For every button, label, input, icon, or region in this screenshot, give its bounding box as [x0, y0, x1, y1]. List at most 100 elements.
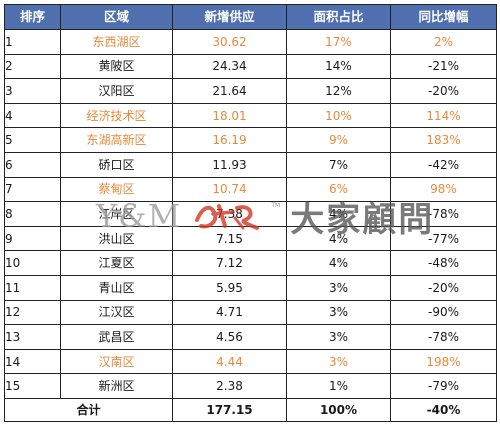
area-ratio-cell: 3%: [286, 348, 391, 375]
rank-cell: 14: [4, 348, 61, 375]
area-ratio-cell: 10%: [286, 102, 391, 129]
total-yoy: -40%: [390, 398, 497, 422]
district-cell: 汉南区: [60, 348, 173, 375]
district-cell: 江夏区: [60, 250, 173, 276]
yoy-cell: -48%: [390, 250, 497, 276]
table-row: 7 蔡甸区 10.74 6% 98%: [4, 176, 497, 203]
supply-cell: 10.74: [172, 176, 287, 203]
district-cell: 东湖高新区: [60, 127, 173, 153]
table-row: 11 青山区 5.95 3% -20%: [4, 274, 497, 301]
area-ratio-cell: 3%: [286, 324, 391, 350]
supply-cell: 21.64: [172, 78, 287, 104]
yoy-cell: 183%: [390, 127, 497, 153]
table-footer: 合计 177.15 100% -40%: [4, 398, 497, 422]
table-header: 排序 区域 新增供应 面积占比 同比增幅: [4, 4, 497, 30]
total-row: 合计 177.15 100% -40%: [4, 398, 497, 422]
area-ratio-cell: 4%: [286, 250, 391, 276]
table-row: 10 江夏区 7.12 4% -48%: [4, 250, 497, 276]
area-ratio-cell: 7%: [286, 151, 391, 178]
district-cell: 蔡甸区: [60, 176, 173, 203]
district-cell: 经济技术区: [60, 102, 173, 129]
yoy-cell: 114%: [390, 102, 497, 129]
supply-cell: 24.34: [172, 53, 287, 80]
table-row: 8 江岸区 7.38 4% -78%: [4, 201, 497, 227]
area-ratio-cell: 9%: [286, 127, 391, 153]
supply-cell: 4.56: [172, 324, 287, 350]
yoy-cell: -90%: [390, 299, 497, 326]
rank-cell: 2: [4, 53, 61, 80]
district-cell: 汉阳区: [60, 78, 173, 104]
supply-cell: 5.95: [172, 274, 287, 301]
district-cell: 武昌区: [60, 324, 173, 350]
table-row: 6 硚口区 11.93 7% -42%: [4, 151, 497, 178]
supply-cell: 4.71: [172, 299, 287, 326]
supply-cell: 4.44: [172, 348, 287, 375]
rank-cell: 15: [4, 373, 61, 399]
rank-cell: 4: [4, 102, 61, 129]
yoy-cell: -42%: [390, 151, 497, 178]
district-supply-table: 排序 区域 新增供应 面积占比 同比增幅 1 东西湖区 30.62 17% 2% 2 黄陂区…: [4, 4, 497, 422]
area-ratio-cell: 12%: [286, 78, 391, 104]
yoy-cell: -20%: [390, 274, 497, 301]
supply-cell: 18.01: [172, 102, 287, 129]
yoy-cell: 98%: [390, 176, 497, 203]
table-row: 9 洪山区 7.15 4% -77%: [4, 225, 497, 252]
total-supply: 177.15: [172, 398, 287, 422]
total-label: 合计: [4, 398, 173, 422]
table-row: 2 黄陂区 24.34 14% -21%: [4, 53, 497, 80]
yoy-cell: -79%: [390, 373, 497, 399]
yoy-cell: -78%: [390, 324, 497, 350]
rank-cell: 10: [4, 250, 61, 276]
area-ratio-cell: 4%: [286, 201, 391, 227]
district-cell: 江岸区: [60, 201, 173, 227]
table-row: 14 汉南区 4.44 3% 198%: [4, 348, 497, 375]
rank-cell: 5: [4, 127, 61, 153]
table-body: 1 东西湖区 30.62 17% 2% 2 黄陂区 24.34 14% -21% 3 汉阳区 21.64…: [4, 29, 497, 399]
header-district: 区域: [60, 4, 173, 30]
rank-cell: 6: [4, 151, 61, 178]
area-ratio-cell: 14%: [286, 53, 391, 80]
supply-cell: 30.62: [172, 29, 287, 55]
rank-cell: 3: [4, 78, 61, 104]
header-supply: 新增供应: [172, 4, 287, 30]
supply-cell: 7.15: [172, 225, 287, 252]
supply-cell: 11.93: [172, 151, 287, 178]
area-ratio-cell: 1%: [286, 373, 391, 399]
yoy-cell: -77%: [390, 225, 497, 252]
total-area-ratio: 100%: [286, 398, 391, 422]
header-area-ratio: 面积占比: [286, 4, 391, 30]
table-row: 4 经济技术区 18.01 10% 114%: [4, 102, 497, 129]
rank-cell: 12: [4, 299, 61, 326]
yoy-cell: 198%: [390, 348, 497, 375]
district-cell: 新洲区: [60, 373, 173, 399]
yoy-cell: -78%: [390, 201, 497, 227]
header-row: 排序 区域 新增供应 面积占比 同比增幅: [4, 4, 497, 30]
yoy-cell: 2%: [390, 29, 497, 55]
area-ratio-cell: 6%: [286, 176, 391, 203]
rank-cell: 11: [4, 274, 61, 301]
table-row: 15 新洲区 2.38 1% -79%: [4, 373, 497, 399]
area-ratio-cell: 3%: [286, 299, 391, 326]
supply-cell: 7.12: [172, 250, 287, 276]
district-cell: 青山区: [60, 274, 173, 301]
table-row: 3 汉阳区 21.64 12% -20%: [4, 78, 497, 104]
supply-table-container: 排序 区域 新增供应 面积占比 同比增幅 1 东西湖区 30.62 17% 2% 2 黄陂区…: [4, 4, 497, 422]
area-ratio-cell: 17%: [286, 29, 391, 55]
yoy-cell: -21%: [390, 53, 497, 80]
district-cell: 硚口区: [60, 151, 173, 178]
district-cell: 东西湖区: [60, 29, 173, 55]
rank-cell: 1: [4, 29, 61, 55]
district-cell: 江汉区: [60, 299, 173, 326]
district-cell: 洪山区: [60, 225, 173, 252]
header-yoy: 同比增幅: [390, 4, 497, 30]
district-cell: 黄陂区: [60, 53, 173, 80]
rank-cell: 9: [4, 225, 61, 252]
header-rank: 排序: [4, 4, 61, 30]
rank-cell: 8: [4, 201, 61, 227]
table-row: 12 江汉区 4.71 3% -90%: [4, 299, 497, 326]
rank-cell: 13: [4, 324, 61, 350]
supply-cell: 7.38: [172, 201, 287, 227]
supply-cell: 16.19: [172, 127, 287, 153]
area-ratio-cell: 4%: [286, 225, 391, 252]
yoy-cell: -20%: [390, 78, 497, 104]
